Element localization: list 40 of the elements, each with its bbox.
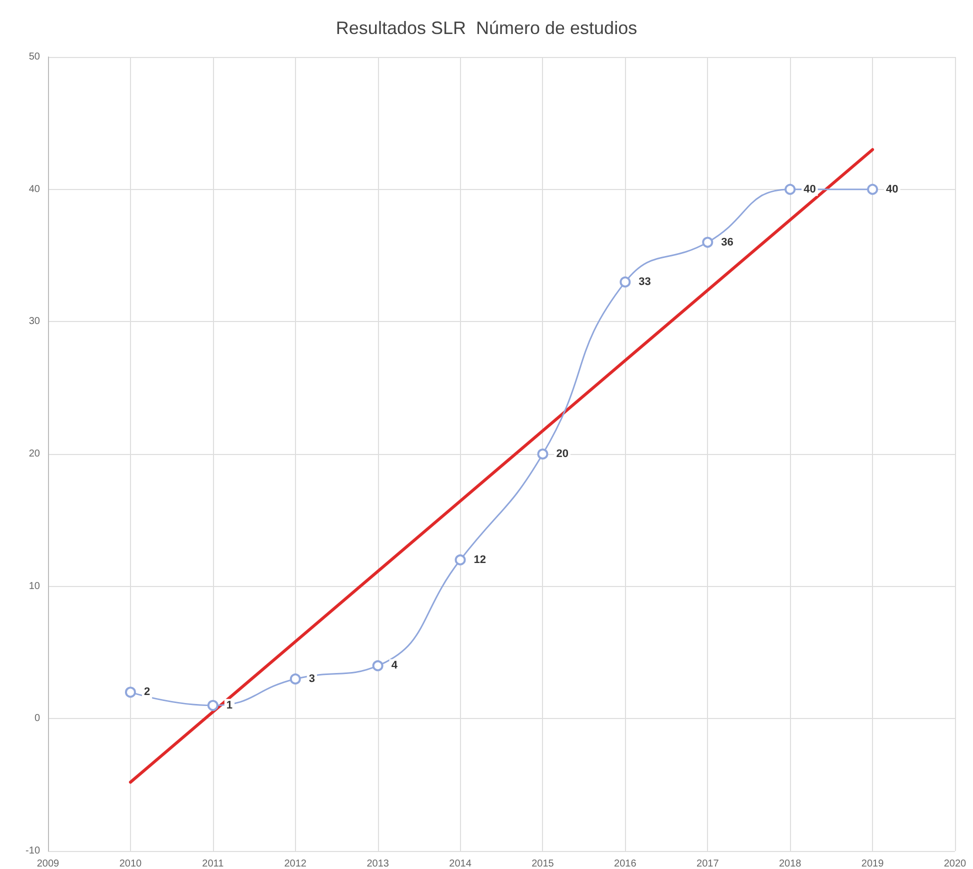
y-tick-label: 10 [28,580,40,592]
data-label: 33 [638,276,651,288]
y-tick-label: -10 [26,846,40,856]
x-tick-label: 2009 [36,858,60,869]
x-tick-label: 2016 [614,858,637,869]
point [124,686,136,698]
x-tick-label: 2020 [944,858,967,869]
data-label: 12 [474,554,486,566]
data-label: 2 [144,686,150,698]
point [290,673,301,684]
data-label: 40 [804,183,816,196]
y-tick-label: 30 [28,316,40,328]
x-tick-label: 2010 [119,858,142,869]
data-label: 36 [721,236,734,248]
y-tick-label: 20 [28,448,40,460]
data-label: 1 [226,699,233,712]
x-tick-label: 2011 [202,858,224,869]
data-label: 3 [308,672,315,685]
x-tick-label: 2012 [284,858,307,869]
point [372,660,384,672]
chart-title: Resultados SLR Número de estudios [336,18,638,38]
point [620,276,631,288]
data-label: 4 [391,660,398,672]
y-tick-label: 0 [34,713,40,724]
data-label: 40 [886,183,898,196]
data-label: 20 [556,448,568,460]
point [867,184,878,195]
point [702,236,714,248]
point [784,184,796,195]
point [207,700,218,711]
point [537,448,548,460]
y-tick-label: 40 [28,184,40,195]
x-tick-label: 2017 [696,858,720,869]
point [454,554,466,566]
x-tick-label: 2014 [449,858,472,869]
x-tick-label: 2015 [532,858,554,869]
x-tick-label: 2013 [366,858,390,869]
x-tick-label: 2018 [778,858,802,869]
x-tick-label: 2019 [861,858,884,869]
y-tick-label: 50 [28,52,40,62]
